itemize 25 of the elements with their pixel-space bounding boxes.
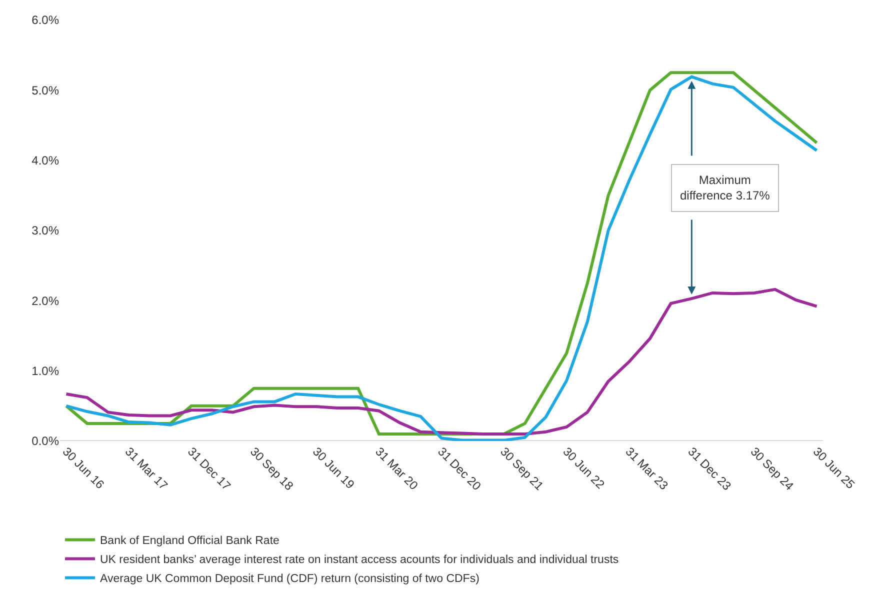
y-tick-label: 2.0% bbox=[32, 294, 60, 308]
y-tick-label: 4.0% bbox=[32, 154, 60, 168]
y-tick-label: 3.0% bbox=[32, 224, 60, 238]
x-tick-label: 31 Mar 20 bbox=[372, 444, 421, 493]
x-tick-label: 31 Dec 20 bbox=[435, 444, 484, 494]
x-tick-label: 31 Mar 23 bbox=[622, 444, 672, 493]
x-tick-label: 31 Mar 17 bbox=[122, 444, 171, 493]
x-tick-label: 30 Jun 16 bbox=[60, 444, 108, 492]
annotation: Maximum difference 3.17% bbox=[680, 173, 770, 203]
y-tick-label: 5.0% bbox=[32, 83, 60, 98]
y-tick-label: 0.0% bbox=[32, 434, 60, 448]
x-tick-label: 30 Jun 25 bbox=[810, 444, 858, 492]
x-tick-label: 30 Sep 24 bbox=[748, 444, 797, 494]
x-tick-label: 31 Dec 17 bbox=[184, 444, 234, 494]
x-tick-label: 31 Dec 23 bbox=[685, 444, 734, 494]
legend-label: Bank of England Official Bank Rate bbox=[100, 535, 280, 548]
y-tick-label: 1.0% bbox=[32, 364, 60, 378]
legend-label: UK resident banks’ average interest rate on instant access acounts for individuals and individual trusts bbox=[100, 554, 619, 566]
x-tick-label: 30 Jun 22 bbox=[560, 444, 608, 492]
x-tick-label: 30 Jun 19 bbox=[310, 444, 358, 492]
y-tick-label: 6.0% bbox=[32, 13, 60, 28]
x-tick-label: 30 Sep 21 bbox=[498, 444, 546, 494]
line-series bbox=[64, 288, 818, 436]
x-tick-label: 30 Sep 18 bbox=[248, 444, 296, 494]
legend-label: Average UK Common Deposit Fund (CDF) return (consisting of two CDFs) bbox=[100, 573, 480, 586]
